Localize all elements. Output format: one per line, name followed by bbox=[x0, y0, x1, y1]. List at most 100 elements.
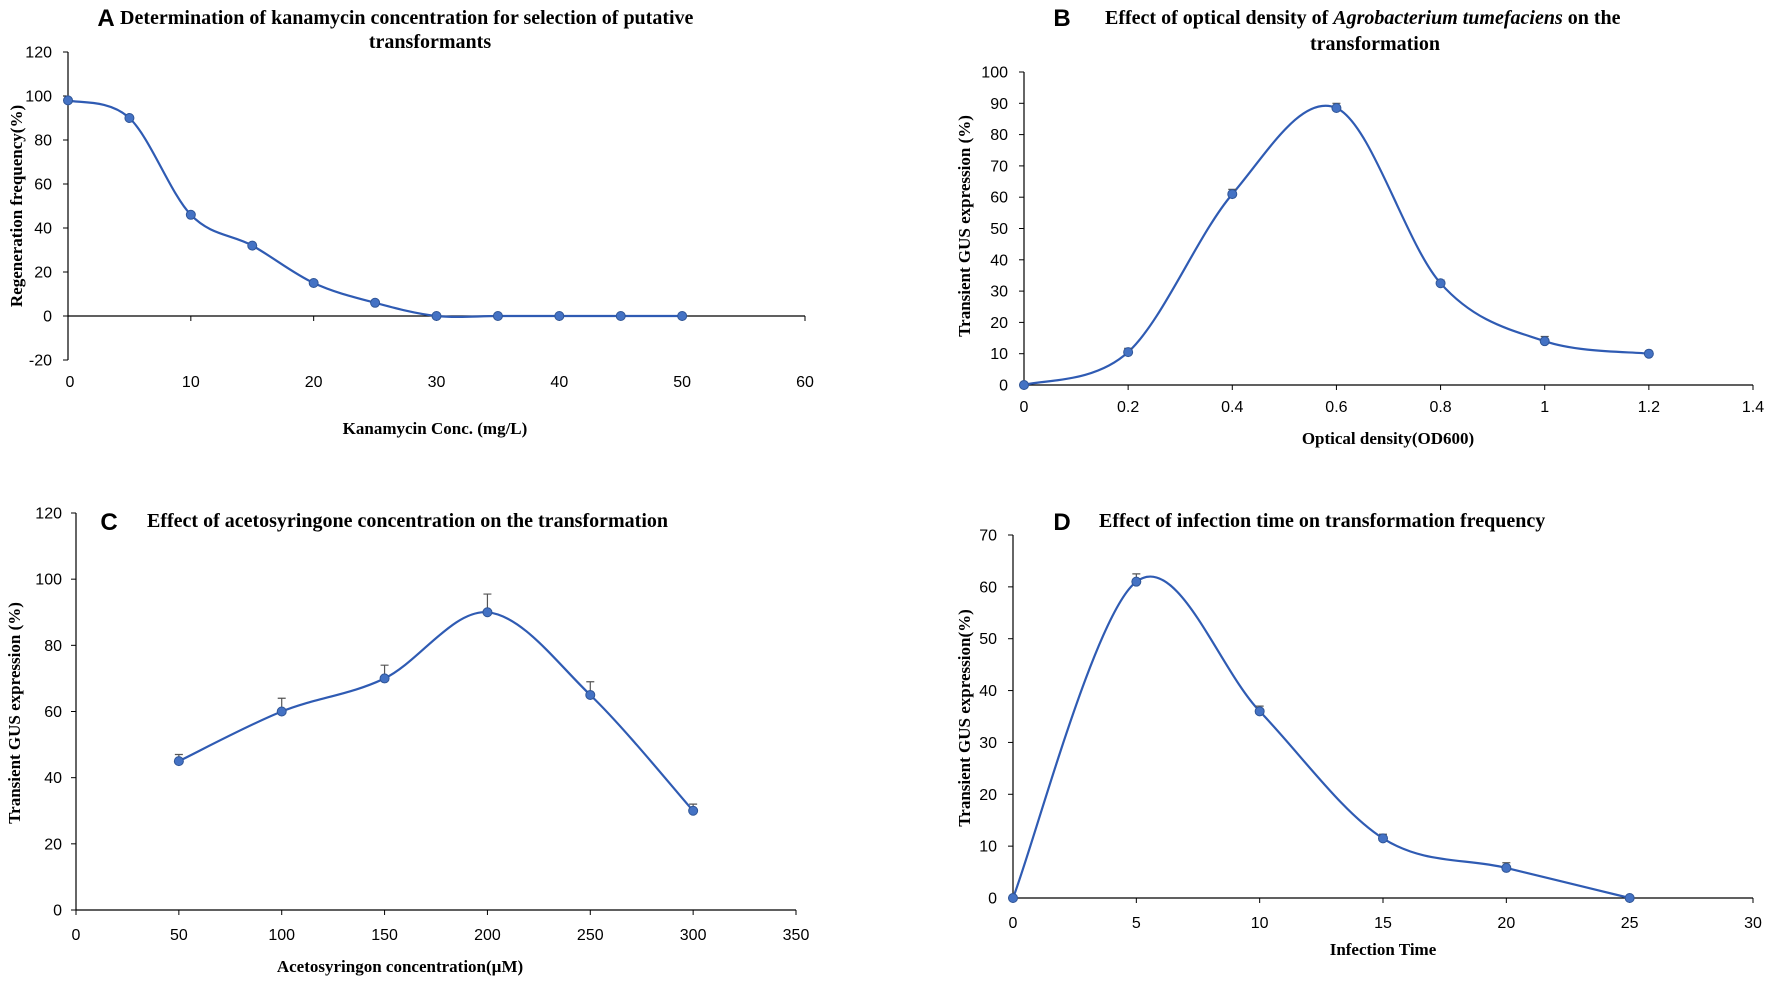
x-axis-title: Acetosyringon concentration(µM) bbox=[277, 957, 523, 976]
x-tick-label: 60 bbox=[796, 374, 814, 391]
chart-title-line: Determination of kanamycin concentration… bbox=[120, 7, 694, 29]
x-tick-label: 20 bbox=[305, 374, 323, 391]
data-point bbox=[1539, 336, 1550, 347]
data-point bbox=[431, 311, 442, 321]
series-line bbox=[178, 611, 694, 812]
x-tick-label: 0 bbox=[66, 374, 75, 391]
x-tick-label: 350 bbox=[783, 927, 810, 944]
data-point bbox=[1435, 278, 1446, 289]
chart-title-line: transformants bbox=[369, 31, 491, 53]
y-tick-label: 120 bbox=[35, 506, 62, 523]
y-tick-label: 90 bbox=[990, 96, 1008, 113]
y-tick-label: 20 bbox=[990, 315, 1008, 332]
y-tick-label: 60 bbox=[34, 177, 52, 194]
y-tick-label: 80 bbox=[990, 127, 1008, 144]
data-point bbox=[370, 297, 381, 308]
y-tick-label: 0 bbox=[988, 891, 997, 908]
y-tick-label: 120 bbox=[25, 45, 52, 62]
y-tick-label: 80 bbox=[44, 638, 62, 655]
x-tick-label: 0 bbox=[1020, 399, 1029, 416]
y-tick-label: 80 bbox=[34, 133, 52, 150]
panel-c: C Effect of acetosyringone concentration … bbox=[5, 506, 809, 977]
x-tick-label: 5 bbox=[1132, 915, 1141, 932]
x-tick-label: 10 bbox=[1251, 915, 1269, 932]
y-tick-label: 30 bbox=[990, 284, 1008, 301]
y-tick-label: 0 bbox=[999, 378, 1008, 395]
x-tick-label: 100 bbox=[268, 927, 295, 944]
x-tick-label: 0 bbox=[1009, 915, 1018, 932]
y-tick-label: 40 bbox=[979, 683, 997, 700]
x-tick-label: 40 bbox=[550, 374, 568, 391]
data-point bbox=[585, 689, 596, 700]
data-point bbox=[173, 756, 184, 767]
y-tick-label: 20 bbox=[979, 787, 997, 804]
data-point bbox=[688, 805, 699, 816]
x-axis-title: Kanamycin Conc. (mg/L) bbox=[343, 419, 528, 438]
x-tick-label: 300 bbox=[680, 927, 707, 944]
y-tick-label: 0 bbox=[43, 309, 52, 326]
y-axis-title: Regeneration frequency(%) bbox=[7, 105, 26, 307]
y-tick-label: 70 bbox=[979, 528, 997, 545]
data-point bbox=[308, 278, 319, 288]
data-point bbox=[124, 113, 135, 123]
chart-title-line: Effect of optical density of Agrobacteri… bbox=[1105, 7, 1621, 29]
data-point bbox=[379, 673, 390, 684]
y-tick-label: 40 bbox=[990, 252, 1008, 269]
y-tick-label: 50 bbox=[979, 631, 997, 648]
x-tick-label: 1 bbox=[1540, 399, 1549, 416]
data-point bbox=[1331, 102, 1342, 113]
data-point bbox=[1378, 833, 1388, 844]
x-tick-label: 25 bbox=[1621, 915, 1639, 932]
chart-title-line: Effect of infection time on transformati… bbox=[1099, 510, 1545, 532]
panel-letter: B bbox=[1053, 5, 1070, 32]
y-tick-label: -20 bbox=[29, 353, 52, 370]
panel-letter: A bbox=[97, 5, 114, 32]
data-point bbox=[554, 311, 565, 321]
y-tick-label: 60 bbox=[990, 190, 1008, 207]
data-point bbox=[677, 311, 688, 321]
x-tick-label: 1.4 bbox=[1742, 399, 1764, 416]
y-tick-label: 20 bbox=[44, 836, 62, 853]
data-point bbox=[1643, 348, 1654, 359]
y-tick-label: 100 bbox=[981, 65, 1008, 82]
x-tick-label: 0.4 bbox=[1221, 399, 1243, 416]
y-tick-label: 50 bbox=[990, 221, 1008, 238]
y-tick-label: 40 bbox=[34, 221, 52, 238]
data-point bbox=[276, 706, 287, 717]
y-tick-label: 40 bbox=[44, 770, 62, 787]
data-point bbox=[1624, 893, 1635, 903]
data-point bbox=[1123, 347, 1134, 358]
data-point bbox=[482, 607, 493, 618]
x-axis-title: Optical density(OD600) bbox=[1302, 429, 1474, 448]
data-point bbox=[185, 209, 196, 220]
data-point bbox=[492, 311, 503, 321]
data-point bbox=[1227, 189, 1238, 200]
series-line bbox=[1023, 104, 1650, 387]
y-tick-label: 0 bbox=[53, 903, 62, 920]
panel-letter: C bbox=[100, 509, 117, 536]
x-tick-label: 20 bbox=[1497, 915, 1515, 932]
x-tick-label: 30 bbox=[1744, 915, 1762, 932]
y-tick-label: 60 bbox=[44, 704, 62, 721]
y-axis-title: Transient GUS expression (%) bbox=[5, 602, 24, 824]
data-point bbox=[615, 311, 626, 321]
x-tick-label: 0.2 bbox=[1117, 399, 1139, 416]
y-tick-label: 100 bbox=[35, 572, 62, 589]
data-point bbox=[1254, 706, 1265, 717]
y-tick-label: 70 bbox=[990, 158, 1008, 175]
data-point bbox=[1501, 862, 1512, 873]
y-axis-title: Transient GUS expression (%) bbox=[955, 115, 974, 337]
x-tick-label: 10 bbox=[182, 374, 200, 391]
x-tick-label: 200 bbox=[474, 927, 501, 944]
panel-b: B Effect of optical density of Agrobacter… bbox=[955, 5, 1764, 448]
y-tick-label: 30 bbox=[979, 735, 997, 752]
data-point bbox=[1008, 893, 1018, 903]
y-tick-label: 10 bbox=[979, 839, 997, 856]
y-tick-label: 10 bbox=[990, 346, 1008, 363]
panel-a: A Determination of kanamycin concentratio… bbox=[7, 5, 814, 438]
x-tick-label: 250 bbox=[577, 927, 604, 944]
x-tick-label: 150 bbox=[371, 927, 398, 944]
panel-d: D Effect of infection time on transformat… bbox=[955, 509, 1762, 959]
data-point bbox=[1019, 380, 1029, 390]
